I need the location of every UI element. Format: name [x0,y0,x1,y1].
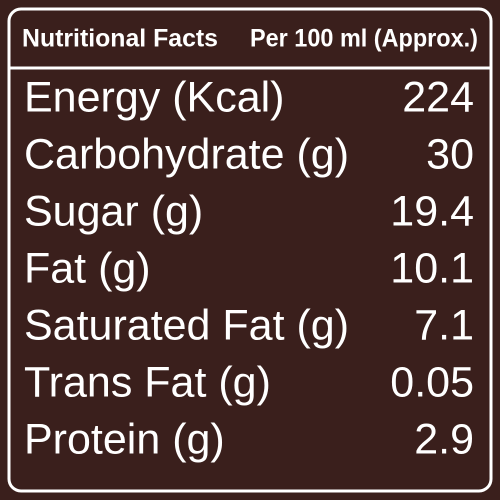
header-title: Nutritional Facts [22,25,218,53]
nutrient-amount: 224 [402,73,474,121]
nutrient-name: Carbohydrate (g) [24,130,349,178]
nutrient-amount: 2.9 [414,415,474,463]
nutrient-amount: 10.1 [390,244,474,292]
nutrient-amount: 30 [426,130,474,178]
nutrient-amount: 0.05 [390,358,474,406]
nutrient-amount: 19.4 [390,187,474,235]
nutrient-name: Sugar (g) [24,187,203,235]
nutrient-name: Energy (Kcal) [24,73,284,121]
nutrient-amount: 7.1 [414,301,474,349]
nutrient-name: Protein (g) [24,415,225,463]
header-basis: Per 100 ml (Approx.) [250,25,478,53]
label-border [7,7,493,493]
nutrient-name: Trans Fat (g) [24,358,271,406]
nutrient-name: Saturated Fat (g) [24,301,349,349]
nutrient-name: Fat (g) [24,244,151,292]
